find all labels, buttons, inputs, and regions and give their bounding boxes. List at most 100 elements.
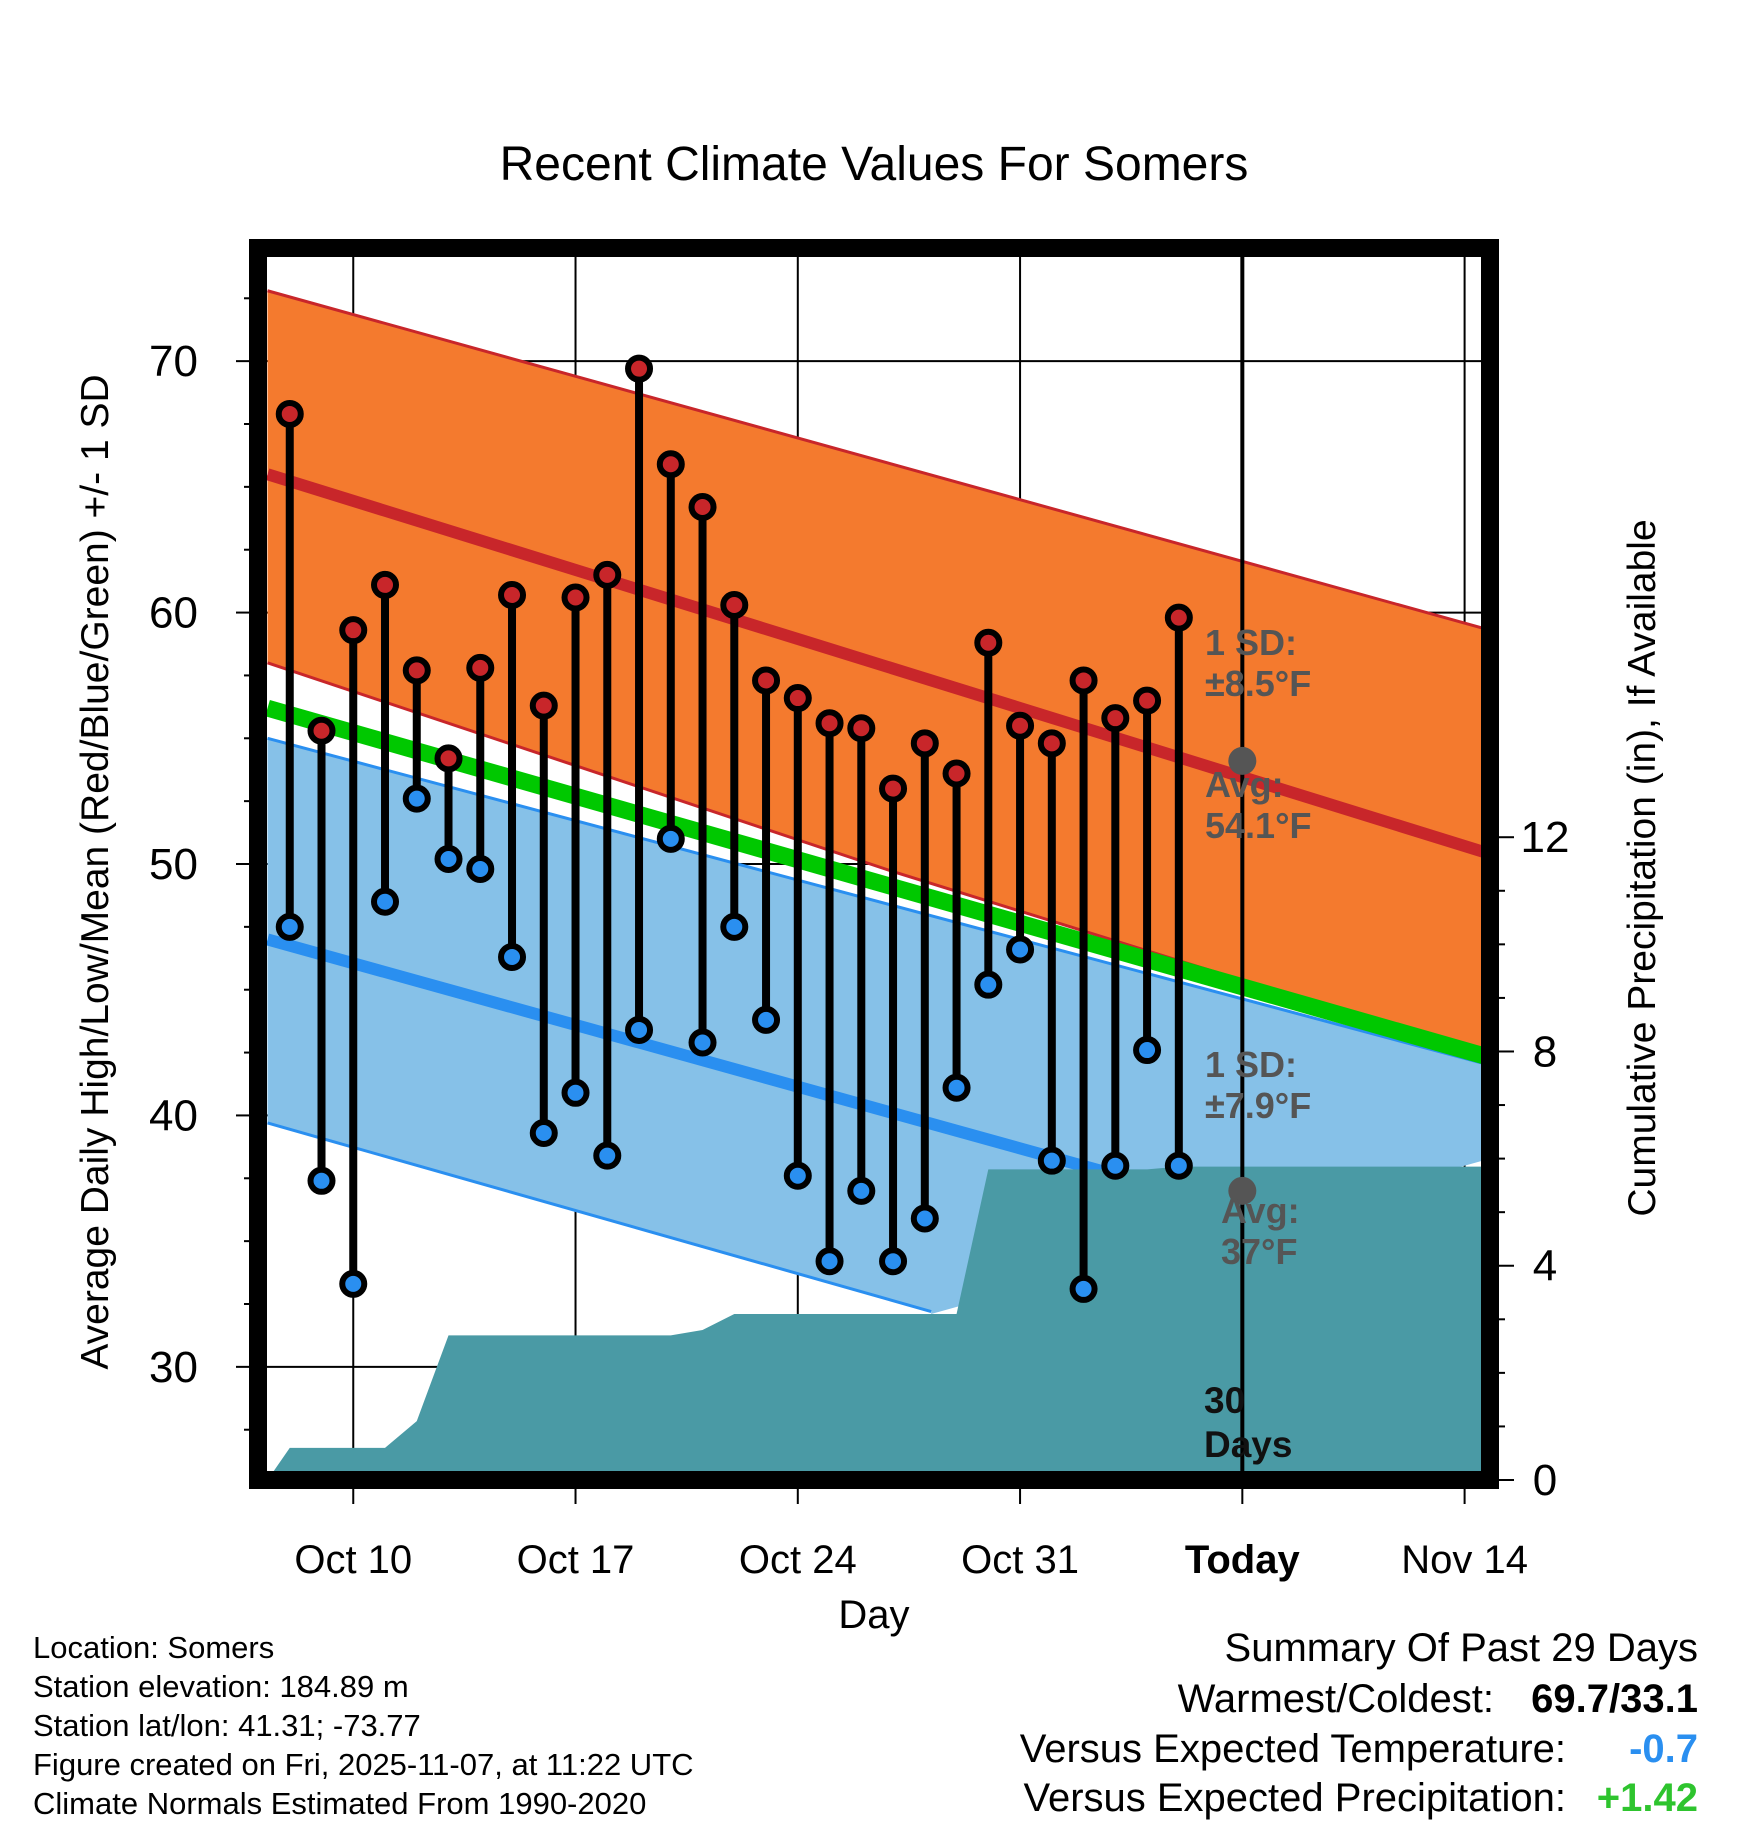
low-point xyxy=(371,887,400,916)
high-point xyxy=(974,628,1003,657)
high-point xyxy=(752,666,781,695)
station-elevation: Station elevation: 184.89 m xyxy=(33,1669,409,1704)
warm-cold-label: Warmest/Coldest: xyxy=(1178,1677,1494,1721)
low-point xyxy=(688,1028,717,1057)
low-point xyxy=(1133,1036,1162,1065)
chart-title: Recent Climate Values For Somers xyxy=(500,138,1249,191)
days-number: 30 xyxy=(1204,1380,1245,1421)
low-point xyxy=(942,1073,971,1102)
low-point xyxy=(1006,935,1035,964)
high-point xyxy=(879,774,908,803)
low-point xyxy=(815,1247,844,1276)
precip-value: +1.42 xyxy=(1597,1776,1698,1820)
high-point xyxy=(942,759,971,788)
high-avg-marker xyxy=(1228,746,1257,775)
y2-tick-label: 0 xyxy=(1533,1456,1557,1505)
x-tick-label: Oct 10 xyxy=(294,1538,412,1582)
high-avg-value: 54.1°F xyxy=(1205,805,1311,846)
high-point xyxy=(815,709,844,738)
high-point xyxy=(910,729,939,758)
precip-label: Versus Expected Precipitation: xyxy=(1023,1776,1566,1820)
x-tick-label: Oct 17 xyxy=(517,1538,635,1582)
high-point xyxy=(434,744,463,773)
low-point xyxy=(720,912,749,941)
high-point xyxy=(561,583,590,612)
y2-tick-label: 12 xyxy=(1521,813,1570,862)
summary-title: Summary Of Past 29 Days xyxy=(1225,1626,1698,1670)
summary-panel: Summary Of Past 29 Days Warmest/Coldest:… xyxy=(1020,1626,1698,1820)
high-point xyxy=(466,653,495,682)
y-tick-label: 60 xyxy=(149,589,198,638)
high-point xyxy=(307,716,336,745)
x-tick-label: Today xyxy=(1185,1538,1301,1582)
high-sd-band xyxy=(267,290,1490,1058)
high-sd-upper-line xyxy=(267,289,1490,632)
high-point xyxy=(720,591,749,620)
high-point xyxy=(1164,603,1193,632)
temp-value: -0.7 xyxy=(1629,1727,1698,1771)
left-axis: 30 40 50 60 70 xyxy=(149,297,249,1431)
low-sd-lower-line xyxy=(267,1121,932,1313)
high-point xyxy=(339,616,368,645)
low-point xyxy=(434,844,463,873)
low-point xyxy=(498,943,527,972)
low-point xyxy=(307,1166,336,1195)
high-point xyxy=(402,656,431,685)
high-point xyxy=(275,399,304,428)
low-point xyxy=(561,1078,590,1107)
high-point xyxy=(688,492,717,521)
low-point xyxy=(847,1176,876,1205)
high-point xyxy=(1101,704,1130,733)
low-point xyxy=(275,912,304,941)
right-axis: 0 4 8 12 xyxy=(1499,813,1569,1505)
station-info: Location: Somers Station elevation: 184.… xyxy=(33,1630,694,1821)
y-tick-label: 70 xyxy=(149,337,198,386)
y-tick-label: 30 xyxy=(149,1343,198,1392)
high-point xyxy=(847,714,876,743)
high-point xyxy=(593,560,622,589)
high-avg-line xyxy=(265,468,1490,860)
low-point xyxy=(529,1119,558,1148)
high-point xyxy=(498,580,527,609)
figure-created: Figure created on Fri, 2025-11-07, at 11… xyxy=(33,1747,694,1782)
mean-normal-line xyxy=(265,699,1490,1066)
bottom-axis: Oct 10 Oct 17 Oct 24 Oct 31 Today Nov 14 xyxy=(294,1489,1528,1582)
y2-axis-label: Cumulative Precipitation (in), If Availa… xyxy=(1621,519,1664,1216)
y-tick-label: 50 xyxy=(149,840,198,889)
days-label: Days xyxy=(1204,1424,1292,1465)
x-tick-label: Oct 24 xyxy=(739,1538,857,1582)
high-sd-label: 1 SD: xyxy=(1205,622,1297,663)
low-point xyxy=(1101,1151,1130,1180)
high-point xyxy=(529,691,558,720)
warm-cold-value: 69.7/33.1 xyxy=(1531,1677,1698,1721)
high-point xyxy=(1069,666,1098,695)
temp-label: Versus Expected Temperature: xyxy=(1020,1727,1566,1771)
high-point xyxy=(1006,711,1035,740)
x-tick-label: Nov 14 xyxy=(1401,1538,1528,1582)
high-point xyxy=(656,450,685,479)
low-sd-label: 1 SD: xyxy=(1205,1044,1297,1085)
high-point xyxy=(783,684,812,713)
low-point xyxy=(593,1141,622,1170)
y2-tick-label: 8 xyxy=(1533,1027,1557,1076)
low-avg-value: 37°F xyxy=(1221,1231,1297,1272)
low-point xyxy=(656,824,685,853)
low-point xyxy=(1069,1274,1098,1303)
low-sd-upper-line xyxy=(267,736,1490,1067)
low-point xyxy=(402,784,431,813)
low-point xyxy=(752,1005,781,1034)
low-avg-label: Avg: xyxy=(1221,1190,1300,1231)
y2-tick-label: 4 xyxy=(1533,1242,1557,1291)
low-sd-value: ±7.9°F xyxy=(1205,1085,1311,1126)
high-point xyxy=(1037,729,1066,758)
y-axis-label: Average Daily High/Low/Mean (Red/Blue/Gr… xyxy=(74,374,117,1369)
low-point xyxy=(910,1204,939,1233)
low-point xyxy=(466,855,495,884)
high-avg-label: Avg: xyxy=(1205,764,1284,805)
low-avg-marker xyxy=(1228,1176,1257,1205)
low-point xyxy=(339,1269,368,1298)
low-point xyxy=(1164,1151,1193,1180)
climate-normals: Climate Normals Estimated From 1990-2020 xyxy=(33,1786,646,1821)
high-sd-value: ±8.5°F xyxy=(1205,663,1311,704)
